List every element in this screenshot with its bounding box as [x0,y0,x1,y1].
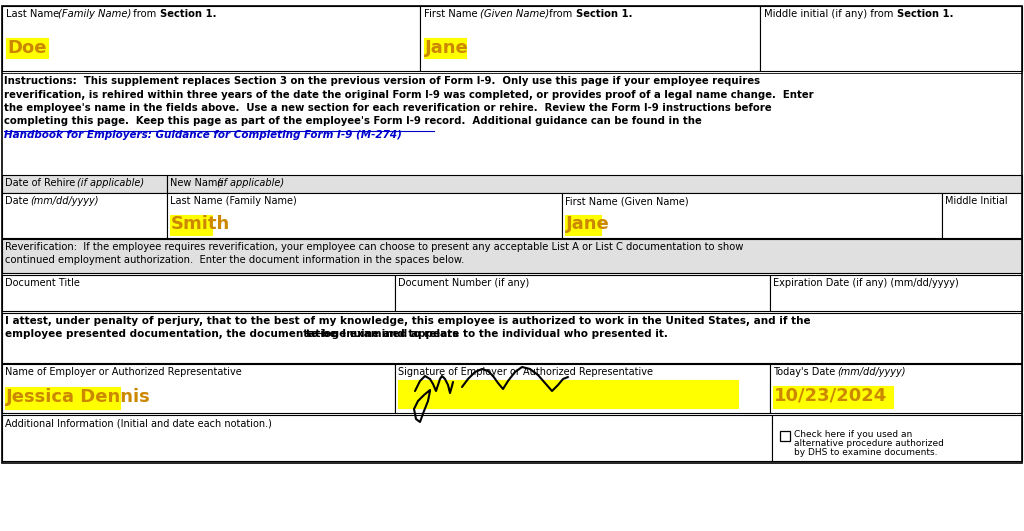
Text: (Given Name): (Given Name) [480,9,549,19]
Text: to be: to be [306,329,337,339]
Text: the employee's name in the fields above.  Use a new section for each reverificat: the employee's name in the fields above.… [4,103,772,113]
Text: (mm/dd/yyyy): (mm/dd/yyyy) [837,367,905,377]
Text: Middle Initial: Middle Initial [945,196,1008,206]
Text: (Family Name): (Family Name) [58,9,131,19]
Bar [2,275,395,311]
Text: Jane: Jane [425,39,469,57]
Bar [167,193,562,238]
Bar [395,275,770,311]
Bar [2,175,167,193]
Text: 10/23/2024: 10/23/2024 [774,387,887,405]
Text: Expiration Date (if any) (mm/dd/yyyy): Expiration Date (if any) (mm/dd/yyyy) [773,278,958,288]
Bar [2,313,1022,363]
Text: continued employment authorization.  Enter the document information in the space: continued employment authorization. Ente… [5,255,464,265]
Text: Middle initial (if any) from: Middle initial (if any) from [764,9,896,19]
Text: Document Title: Document Title [5,278,80,288]
Text: New Name: New Name [170,178,226,188]
Text: Instructions:  This supplement replaces Section 3 on the previous version of For: Instructions: This supplement replaces S… [4,76,760,86]
Text: Section 1.: Section 1. [160,9,216,19]
Text: Check here if you used an: Check here if you used an [794,430,912,439]
Bar [2,6,1022,463]
Bar [780,431,790,441]
Text: employee presented documentation, the documentation I examined appears: employee presented documentation, the do… [5,329,459,339]
Text: Smith: Smith [171,215,230,233]
Bar [772,415,1022,461]
Bar [2,364,395,413]
Text: Signature of Employer or Authorized Representative: Signature of Employer or Authorized Repr… [398,367,653,377]
Text: Today's Date: Today's Date [773,367,839,377]
Bar [420,6,760,71]
Text: Section 1.: Section 1. [575,9,633,19]
Text: Additional Information (Initial and date each notation.): Additional Information (Initial and date… [5,418,272,428]
Text: from: from [546,9,575,19]
Bar [395,364,770,413]
Text: Last Name (Family Name): Last Name (Family Name) [170,196,297,206]
Bar [5,387,120,409]
Bar [167,175,1022,193]
Text: Reverification:  If the employee requires reverification, your employee can choo: Reverification: If the employee requires… [5,242,743,252]
Text: Document Number (if any): Document Number (if any) [398,278,529,288]
Text: alternative procedure authorized: alternative procedure authorized [794,439,944,448]
Bar [565,215,601,235]
Bar [424,38,466,58]
Bar [398,380,738,408]
Bar [770,364,1022,413]
Text: reverification, is rehired within three years of the date the original Form I-9 : reverification, is rehired within three … [4,90,814,99]
Bar [942,193,1022,238]
Text: (mm/dd/yyyy): (mm/dd/yyyy) [30,196,98,206]
Text: Date of Rehire: Date of Rehire [5,178,79,188]
Text: Handbook for Employers: Guidance for Completing Form I-9 (M-274): Handbook for Employers: Guidance for Com… [4,130,401,140]
Bar [2,415,772,461]
Bar [562,193,942,238]
Text: Name of Employer or Authorized Representative: Name of Employer or Authorized Represent… [5,367,242,377]
Text: I attest, under penalty of perjury, that to the best of my knowledge, this emplo: I attest, under penalty of perjury, that… [5,316,811,326]
Bar [2,239,1022,273]
Bar [773,386,893,408]
Text: (if applicable): (if applicable) [217,178,284,188]
Text: genuine and to relate to the individual who presented it.: genuine and to relate to the individual … [328,329,668,339]
Text: First Name (Given Name): First Name (Given Name) [565,196,688,206]
Text: Jane: Jane [566,215,609,233]
Text: from: from [130,9,160,19]
Bar [770,275,1022,311]
Text: by DHS to examine documents.: by DHS to examine documents. [794,448,938,457]
Bar [2,193,167,238]
Text: Doe: Doe [7,39,46,57]
Text: Last Name: Last Name [6,9,62,19]
Text: (if applicable): (if applicable) [77,178,144,188]
Text: Section 1.: Section 1. [897,9,953,19]
Text: First Name: First Name [424,9,480,19]
Bar [2,6,420,71]
Bar [760,6,1022,71]
Text: Date: Date [5,196,32,206]
Text: completing this page.  Keep this page as part of the employee's Form I-9 record.: completing this page. Keep this page as … [4,116,701,126]
Bar [170,215,212,235]
Text: Jessica Dennis: Jessica Dennis [6,388,151,406]
Bar [6,38,48,58]
